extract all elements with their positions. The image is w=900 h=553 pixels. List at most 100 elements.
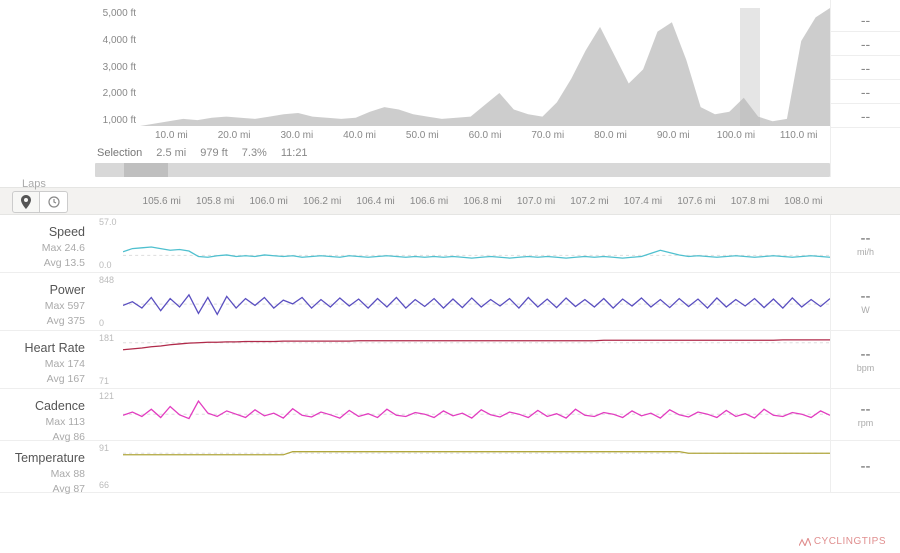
metric-chart-temperature[interactable]: 9166 [95,441,830,492]
metric-row-speed: Speed Max 24.6 Avg 13.5 57.0 0.0 -- mi/h [0,215,900,273]
metric-ytick-bottom: 0.0 [99,260,112,270]
detail-x-tick: 107.4 mi [616,196,669,207]
elevation-x-tick: 70.0 mi [516,130,579,141]
detail-x-tick: 107.6 mi [670,196,723,207]
metric-row-cadence: Cadence Max 113 Avg 86 121 -- rpm [0,389,900,441]
metric-unit: mi/h [857,247,874,257]
elevation-stat-cell: -- [831,8,900,32]
elevation-y-tick: 4,000 ft [103,35,136,46]
metric-label-cadence: Cadence Max 113 Avg 86 [0,389,95,440]
view-tabs [0,188,95,214]
metric-title: Heart Rate [0,341,85,355]
metric-stat-speed: -- mi/h [830,215,900,272]
detail-x-tick: 106.2 mi [295,196,348,207]
selection-elevation: 979 ft [200,147,228,159]
metric-chart-power[interactable]: 848 0 [95,273,830,330]
elevation-chart[interactable] [140,8,830,126]
elevation-stat-cell: -- [831,80,900,104]
elevation-brush[interactable] [740,8,759,126]
metric-stat-heart_rate: -- bpm [830,331,900,388]
elevation-x-tick: 30.0 mi [265,130,328,141]
elevation-x-tick: 100.0 mi [705,130,768,141]
elevation-y-tick: 1,000 ft [103,115,136,126]
detail-header: 105.6 mi105.8 mi106.0 mi106.2 mi106.4 mi… [0,187,900,215]
metric-title: Temperature [0,451,85,465]
selection-row: Selection 2.5 mi 979 ft 7.3% 11:21 [95,147,830,177]
metric-ytick-bottom: 0 [99,318,104,328]
elevation-stats-column: ---------- [830,0,900,177]
detail-x-tick: 107.2 mi [563,196,616,207]
elevation-y-tick: 3,000 ft [103,62,136,73]
metric-value: -- [861,346,871,363]
elevation-x-axis: 10.0 mi20.0 mi30.0 mi40.0 mi50.0 mi60.0 … [95,130,830,141]
metric-value: -- [861,230,871,247]
metric-row-heart_rate: Heart Rate Max 174 Avg 167 181 71 -- bpm [0,331,900,389]
metric-ytick-top: 57.0 [99,217,117,227]
detail-x-tick: 106.0 mi [242,196,295,207]
metric-chart-speed[interactable]: 57.0 0.0 [95,215,830,272]
elevation-x-tick: 20.0 mi [203,130,266,141]
elevation-x-tick: 50.0 mi [391,130,454,141]
elevation-x-tick: 90.0 mi [642,130,705,141]
metric-max: Max 113 [0,415,85,430]
detail-x-tick: 105.6 mi [135,196,188,207]
metric-avg: Avg 87 [0,482,85,497]
elevation-y-tick: 2,000 ft [103,88,136,99]
elevation-stat-cell: -- [831,104,900,128]
metric-unit: bpm [857,363,875,373]
detail-x-tick: 106.8 mi [456,196,509,207]
metric-label-heart_rate: Heart Rate Max 174 Avg 167 [0,331,95,388]
metric-chart-cadence[interactable]: 121 [95,389,830,440]
metric-stat-temperature: -- [830,441,900,492]
elevation-x-tick: 60.0 mi [454,130,517,141]
selection-distance: 2.5 mi [156,147,186,159]
metric-avg: Avg 375 [0,314,85,329]
detail-x-tick: 105.8 mi [188,196,241,207]
elevation-x-tick: 40.0 mi [328,130,391,141]
detail-x-tick: 106.6 mi [402,196,455,207]
elevation-x-tick: 10.0 mi [140,130,203,141]
metric-max: Max 24.6 [0,241,85,256]
metric-title: Power [0,283,85,297]
metric-unit: rpm [858,418,874,428]
metric-label-power: Power Max 597 Avg 375 [0,273,95,330]
metric-stat-cadence: -- rpm [830,389,900,440]
elevation-stat-cell: -- [831,32,900,56]
elevation-x-tick: 110.0 mi [767,130,830,141]
selection-time: 11:21 [281,147,308,159]
metric-value: -- [861,458,871,475]
metric-ytick-top: 848 [99,275,114,285]
metric-unit: W [861,305,870,315]
metric-avg: Avg 13.5 [0,256,85,271]
detail-x-axis: 105.6 mi105.8 mi106.0 mi106.2 mi106.4 mi… [95,188,830,214]
metric-ytick-top: 91 [99,443,109,453]
metric-label-temperature: Temperature Max 88 Avg 87 [0,441,95,492]
metric-max: Max 88 [0,467,85,482]
detail-x-tick: 106.4 mi [349,196,402,207]
metric-ytick-top: 181 [99,333,114,343]
selection-highlight[interactable] [124,163,168,177]
selection-label: Selection [97,147,142,159]
watermark: CYCLINGTIPS [799,536,886,547]
view-tab-pin[interactable] [12,191,40,213]
metric-stat-power: -- W [830,273,900,330]
elevation-stat-cell: -- [831,56,900,80]
elevation-y-axis: 5,000 ft 4,000 ft 3,000 ft 2,000 ft 1,000 ft [95,8,140,126]
detail-x-tick: 108.0 mi [777,196,830,207]
laps-label: Laps [22,178,46,190]
metric-row-power: Power Max 597 Avg 375 848 0 -- W [0,273,900,331]
metric-value: -- [861,288,871,305]
elevation-y-tick: 5,000 ft [103,8,136,19]
view-tab-time[interactable] [40,191,68,213]
metric-title: Speed [0,225,85,239]
metrics-list: Speed Max 24.6 Avg 13.557.00.0-- mi/hPow… [0,215,900,493]
selection-grade: 7.3% [242,147,267,159]
selection-scrubber[interactable] [95,163,830,177]
metric-max: Max 597 [0,299,85,314]
metric-avg: Avg 167 [0,372,85,387]
metric-title: Cadence [0,399,85,413]
metric-ytick-bottom: 71 [99,376,109,386]
metric-chart-heart_rate[interactable]: 181 71 [95,331,830,388]
metric-ytick-top: 121 [99,391,114,401]
metric-max: Max 174 [0,357,85,372]
